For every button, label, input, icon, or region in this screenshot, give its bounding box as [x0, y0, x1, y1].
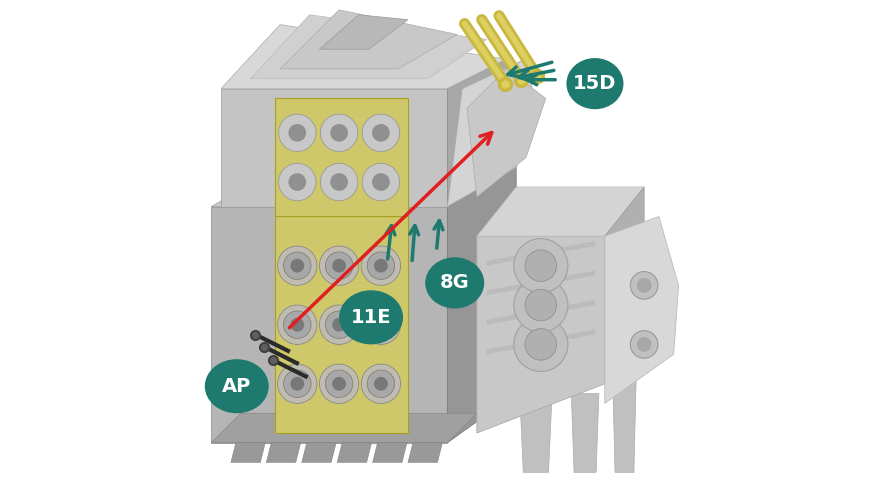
- Ellipse shape: [425, 257, 484, 308]
- Circle shape: [514, 317, 568, 371]
- Polygon shape: [337, 443, 372, 462]
- Circle shape: [361, 246, 401, 285]
- Circle shape: [637, 278, 652, 293]
- Circle shape: [319, 305, 359, 344]
- Circle shape: [525, 250, 556, 281]
- Circle shape: [319, 246, 359, 285]
- Circle shape: [326, 370, 353, 398]
- Circle shape: [320, 114, 358, 152]
- Polygon shape: [319, 15, 408, 49]
- Polygon shape: [487, 300, 595, 325]
- Text: 11E: 11E: [351, 308, 391, 327]
- Circle shape: [290, 259, 304, 273]
- Polygon shape: [487, 271, 595, 295]
- Circle shape: [278, 163, 316, 201]
- Circle shape: [332, 318, 346, 332]
- Circle shape: [289, 173, 306, 191]
- Circle shape: [332, 377, 346, 391]
- Polygon shape: [487, 241, 595, 266]
- Circle shape: [368, 311, 395, 338]
- Circle shape: [277, 246, 317, 285]
- Circle shape: [368, 370, 395, 398]
- Circle shape: [284, 311, 311, 338]
- Ellipse shape: [205, 359, 269, 413]
- Polygon shape: [447, 167, 516, 443]
- Circle shape: [330, 124, 348, 142]
- Circle shape: [277, 305, 317, 344]
- Polygon shape: [477, 187, 644, 236]
- Ellipse shape: [566, 58, 624, 109]
- Ellipse shape: [340, 290, 403, 344]
- Circle shape: [278, 114, 316, 152]
- Polygon shape: [447, 59, 507, 207]
- Circle shape: [289, 124, 306, 142]
- Circle shape: [525, 329, 556, 360]
- Circle shape: [374, 377, 388, 391]
- Circle shape: [514, 278, 568, 332]
- Circle shape: [637, 337, 652, 352]
- Circle shape: [326, 311, 353, 338]
- Polygon shape: [266, 443, 301, 462]
- Circle shape: [319, 364, 359, 403]
- Circle shape: [320, 163, 358, 201]
- Polygon shape: [211, 167, 516, 207]
- Polygon shape: [280, 10, 457, 69]
- Circle shape: [332, 259, 346, 273]
- Circle shape: [330, 173, 348, 191]
- Polygon shape: [231, 443, 265, 462]
- Circle shape: [290, 318, 304, 332]
- Polygon shape: [373, 443, 407, 462]
- Circle shape: [374, 259, 388, 273]
- Polygon shape: [520, 403, 551, 472]
- Text: 15D: 15D: [573, 74, 617, 93]
- Circle shape: [326, 252, 353, 279]
- Circle shape: [362, 163, 400, 201]
- Polygon shape: [571, 394, 598, 472]
- Circle shape: [277, 364, 317, 403]
- Polygon shape: [467, 69, 546, 197]
- Polygon shape: [487, 330, 595, 354]
- Circle shape: [374, 318, 388, 332]
- Circle shape: [290, 377, 304, 391]
- Circle shape: [368, 252, 395, 279]
- Polygon shape: [250, 15, 486, 79]
- Text: 8G: 8G: [440, 274, 470, 292]
- Polygon shape: [612, 374, 636, 472]
- Circle shape: [525, 289, 556, 321]
- Polygon shape: [221, 25, 507, 89]
- Polygon shape: [211, 207, 447, 443]
- Polygon shape: [477, 236, 605, 433]
- Circle shape: [372, 173, 389, 191]
- Circle shape: [514, 239, 568, 293]
- Polygon shape: [221, 89, 447, 207]
- Polygon shape: [211, 413, 477, 443]
- Circle shape: [372, 124, 389, 142]
- Polygon shape: [447, 59, 536, 207]
- Circle shape: [361, 364, 401, 403]
- Circle shape: [630, 272, 658, 299]
- Circle shape: [630, 331, 658, 358]
- Polygon shape: [275, 98, 408, 216]
- Polygon shape: [408, 443, 443, 462]
- Text: AP: AP: [222, 377, 251, 396]
- Polygon shape: [605, 216, 679, 403]
- Polygon shape: [605, 187, 644, 384]
- Polygon shape: [275, 216, 408, 433]
- Circle shape: [362, 114, 400, 152]
- Circle shape: [284, 252, 311, 279]
- Circle shape: [284, 370, 311, 398]
- Polygon shape: [302, 443, 336, 462]
- Circle shape: [361, 305, 401, 344]
